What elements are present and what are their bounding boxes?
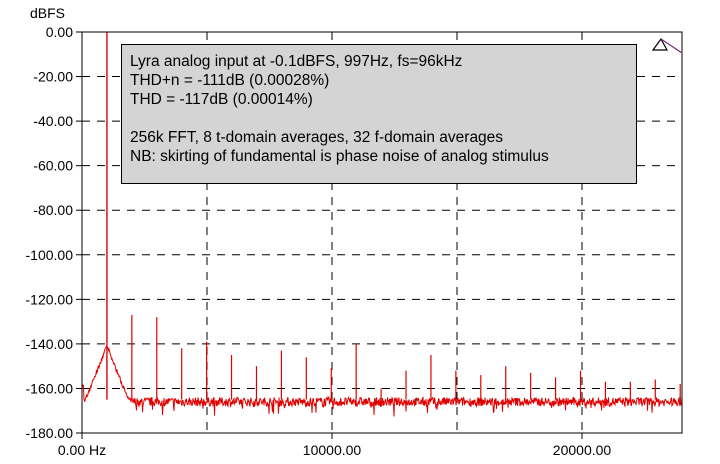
- y-tick-label: -120.00: [26, 291, 74, 307]
- y-tick-label: -160.00: [26, 380, 74, 396]
- x-tick-label: 0.00 Hz: [58, 442, 106, 458]
- y-tick-label: -40.00: [33, 113, 73, 129]
- plot-frame: [81, 31, 683, 434]
- annotation-line-5: 256k FFT, 8 t-domain averages, 32 f-doma…: [130, 129, 504, 146]
- x-tick-label: 10000.00: [303, 442, 362, 458]
- y-axis-label: dBFS: [30, 5, 65, 21]
- y-tick-label: -180.00: [26, 425, 74, 441]
- y-tick-label: 0.00: [46, 24, 73, 40]
- spectrum-series: [81, 32, 683, 417]
- y-tick-label: -100.00: [26, 247, 74, 263]
- y-tick-label: -80.00: [33, 202, 73, 218]
- x-axis-ticks: 0.00 Hz 10000.00 20000.00: [58, 433, 612, 458]
- y-axis-ticks: 0.00 -20.00 -40.00 -60.00 -80.00 -100.00 -120.…: [26, 24, 82, 441]
- y-tick-label: -20.00: [33, 69, 73, 85]
- annotation-box: Lyra analog input at -0.1dBFS, 997Hz, fs…: [121, 44, 637, 184]
- annotation-line-1: Lyra analog input at -0.1dBFS, 997Hz, fs…: [130, 53, 463, 70]
- y-tick-label: -140.00: [26, 336, 74, 352]
- annotation-line-2: THD+n = -111dB (0.00028%): [130, 72, 330, 89]
- noise-floor-trace: [81, 344, 683, 417]
- annotation-line-6: NB: skirting of fundamental is phase noi…: [130, 148, 549, 165]
- annotation-line-4: [130, 109, 636, 128]
- x-tick-label: 20000.00: [553, 442, 612, 458]
- y-tick-label: -60.00: [33, 158, 73, 174]
- cursor-marker-icon[interactable]: [651, 37, 683, 57]
- annotation-line-3: THD = -117dB (0.00014%): [130, 91, 313, 108]
